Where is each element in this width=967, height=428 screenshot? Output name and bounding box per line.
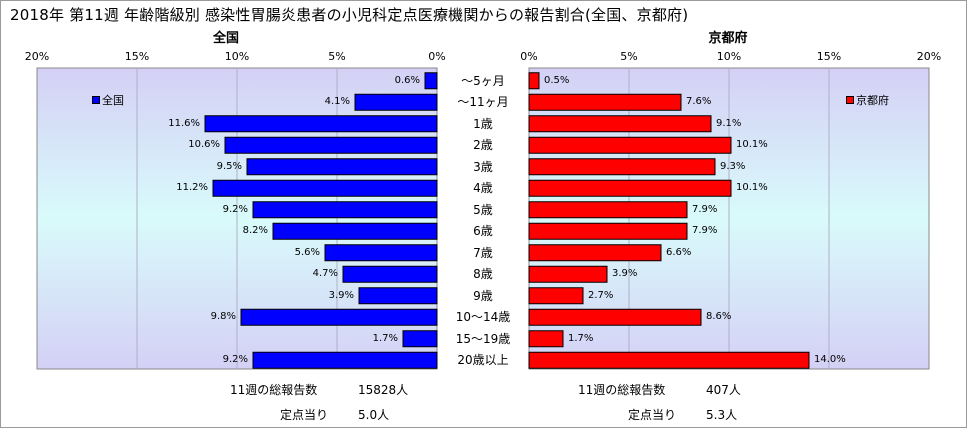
right-bar-label-2: 9.1% bbox=[716, 117, 742, 129]
right-bar-10 bbox=[528, 287, 584, 305]
right-bar-7 bbox=[528, 222, 688, 240]
category-label-8: 7歳 bbox=[473, 245, 493, 260]
left-bar-label-3: 10.6% bbox=[188, 139, 220, 151]
left-bar-label-12: 1.7% bbox=[372, 332, 398, 344]
legend-swatch-red bbox=[846, 96, 854, 104]
right-total-value: 407人 bbox=[706, 383, 741, 397]
right-per-value: 5.3人 bbox=[706, 408, 738, 422]
left-tick-10: 10% bbox=[224, 50, 250, 63]
left-bar-13 bbox=[252, 351, 438, 369]
left-bar-label-4: 9.5% bbox=[216, 160, 242, 172]
right-bar-6 bbox=[528, 201, 688, 219]
right-bar-label-11: 8.6% bbox=[706, 311, 732, 323]
right-tick-15: 15% bbox=[816, 50, 842, 63]
right-tick-20: 20% bbox=[916, 50, 942, 63]
left-bar-label-5: 11.2% bbox=[176, 182, 208, 194]
left-bar-label-0: 0.6% bbox=[394, 74, 420, 86]
category-label-4: 3歳 bbox=[473, 159, 493, 174]
left-bar-label-2: 11.6% bbox=[168, 117, 200, 129]
category-label-2: 1歳 bbox=[473, 116, 493, 131]
right-bar-label-4: 9.3% bbox=[720, 160, 746, 172]
right-total-label: 11週の総報告数 bbox=[578, 383, 666, 397]
left-tick-0: 0% bbox=[428, 50, 446, 63]
right-bar-label-5: 10.1% bbox=[736, 182, 768, 194]
left-bar-10 bbox=[358, 287, 438, 305]
category-label-0: ～5ヶ月 bbox=[461, 73, 505, 88]
left-tick-15: 15% bbox=[124, 50, 150, 63]
category-label-9: 8歳 bbox=[473, 267, 493, 282]
left-bar-0 bbox=[424, 72, 438, 90]
legend-zenkoku: 全国 bbox=[92, 92, 124, 108]
category-label-11: 10～14歳 bbox=[455, 310, 511, 325]
right-bar-label-3: 10.1% bbox=[736, 139, 768, 151]
right-bar-13 bbox=[528, 351, 810, 369]
right-bar-label-7: 7.9% bbox=[692, 225, 718, 237]
right-bar-9 bbox=[528, 265, 608, 283]
category-label-5: 4歳 bbox=[473, 181, 493, 196]
chart-title: 2018年 第11週 年齢階級別 感染性胃腸炎患者の小児科定点医療機関からの報告… bbox=[10, 6, 689, 24]
left-bar-2 bbox=[204, 115, 438, 133]
left-total-value: 15828人 bbox=[358, 383, 409, 397]
left-bar-9 bbox=[342, 265, 438, 283]
right-bar-5 bbox=[528, 179, 732, 197]
category-label-12: 15～19歳 bbox=[455, 331, 511, 346]
left-bar-label-10: 3.9% bbox=[328, 289, 354, 301]
right-bar-label-8: 6.6% bbox=[666, 246, 692, 258]
left-bar-3 bbox=[224, 136, 438, 154]
right-bar-label-10: 2.7% bbox=[588, 289, 614, 301]
right-tick-5: 5% bbox=[620, 50, 638, 63]
left-total-label: 11週の総報告数 bbox=[230, 383, 318, 397]
right-bar-label-13: 14.0% bbox=[814, 354, 846, 366]
left-bar-11 bbox=[240, 308, 438, 326]
left-bar-4 bbox=[246, 158, 438, 176]
right-bar-8 bbox=[528, 244, 662, 262]
right-bar-label-6: 7.9% bbox=[692, 203, 718, 215]
category-label-13: 20歳以上 bbox=[457, 353, 509, 368]
left-bar-label-9: 4.7% bbox=[312, 268, 338, 280]
right-bar-11 bbox=[528, 308, 702, 326]
right-bar-1 bbox=[528, 93, 682, 111]
category-label-10: 9歳 bbox=[473, 288, 493, 303]
left-bar-label-7: 8.2% bbox=[242, 225, 268, 237]
left-bar-8 bbox=[324, 244, 438, 262]
legend-kyoto: 京都府 bbox=[846, 92, 889, 108]
category-label-7: 6歳 bbox=[473, 224, 493, 239]
left-per-value: 5.0人 bbox=[358, 408, 390, 422]
right-panel-title: 京都府 bbox=[708, 31, 748, 46]
right-bar-2 bbox=[528, 115, 712, 133]
left-panel-title: 全国 bbox=[212, 31, 239, 46]
left-tick-5: 5% bbox=[328, 50, 346, 63]
legend-label-zenkoku: 全国 bbox=[102, 94, 124, 107]
right-bar-label-0: 0.5% bbox=[544, 74, 570, 86]
category-label-6: 5歳 bbox=[473, 202, 493, 217]
left-bar-12 bbox=[402, 330, 438, 348]
left-per-label: 定点当り bbox=[280, 408, 329, 422]
right-bar-4 bbox=[528, 158, 716, 176]
category-label-1: ～11ヶ月 bbox=[457, 95, 509, 110]
left-bar-label-6: 9.2% bbox=[222, 203, 248, 215]
left-bar-label-1: 4.1% bbox=[324, 96, 350, 108]
left-bar-6 bbox=[252, 201, 438, 219]
right-bar-0 bbox=[528, 72, 540, 90]
left-tick-20: 20% bbox=[24, 50, 50, 63]
left-bar-7 bbox=[272, 222, 438, 240]
right-bar-12 bbox=[528, 330, 564, 348]
right-bar-label-1: 7.6% bbox=[686, 96, 712, 108]
right-per-label: 定点当り bbox=[628, 408, 677, 422]
right-bar-label-9: 3.9% bbox=[612, 268, 638, 280]
legend-label-kyoto: 京都府 bbox=[856, 94, 889, 107]
left-bar-1 bbox=[354, 93, 438, 111]
left-bar-5 bbox=[212, 179, 438, 197]
right-bar-3 bbox=[528, 136, 732, 154]
left-bar-label-8: 5.6% bbox=[294, 246, 320, 258]
legend-swatch-blue bbox=[92, 96, 100, 104]
right-tick-10: 10% bbox=[716, 50, 742, 63]
left-bar-label-11: 9.8% bbox=[210, 311, 236, 323]
right-bar-label-12: 1.7% bbox=[568, 332, 594, 344]
category-label-3: 2歳 bbox=[473, 138, 493, 153]
left-bar-label-13: 9.2% bbox=[222, 354, 248, 366]
right-tick-0: 0% bbox=[520, 50, 538, 63]
